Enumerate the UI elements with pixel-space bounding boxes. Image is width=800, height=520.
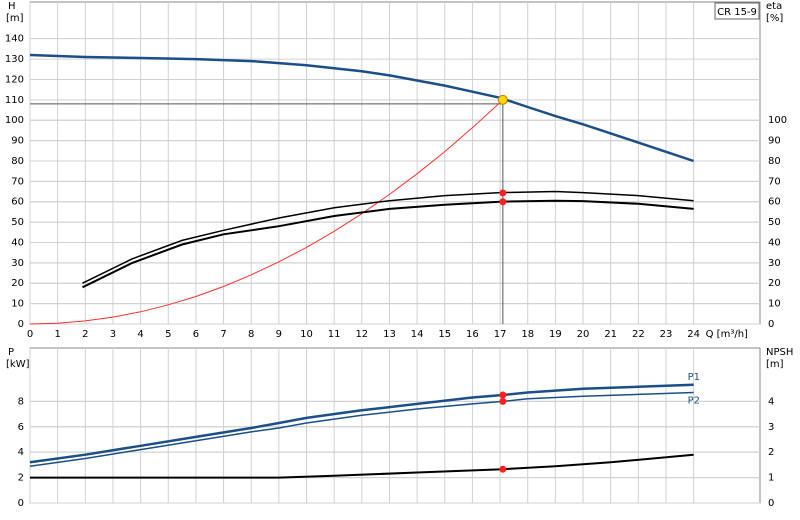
y-tick-label: 110 xyxy=(5,95,24,106)
y-tick-label: 120 xyxy=(5,74,24,85)
x-tick-label: 20 xyxy=(577,329,590,340)
curve xyxy=(29,391,694,467)
y-axis-label: P xyxy=(8,347,14,358)
y2-tick-label: 30 xyxy=(768,258,781,269)
y2-tick-label: 100 xyxy=(768,115,787,126)
chart-label: CR 15-9 xyxy=(717,7,757,18)
x-tick-label: 1 xyxy=(54,329,60,340)
y-tick-label: 0 xyxy=(18,319,24,330)
y-tick-label: 0 xyxy=(18,498,24,509)
x-tick-label: 11 xyxy=(328,329,341,340)
y2-tick-label: 50 xyxy=(768,217,781,228)
y2-tick-label: 40 xyxy=(768,237,781,248)
y-tick-label: 10 xyxy=(11,299,24,310)
curve xyxy=(29,53,694,163)
x-tick-label: 23 xyxy=(660,329,673,340)
y2-tick-label: 1 xyxy=(768,473,774,484)
plot-area xyxy=(29,1,761,325)
y2-tick-label: 3 xyxy=(768,422,774,433)
y-tick-label: 60 xyxy=(11,197,24,208)
y2-tick-label: 60 xyxy=(768,197,781,208)
y2-axis-unit: [%] xyxy=(766,13,783,24)
y-tick-label: 40 xyxy=(11,237,24,248)
y-tick-label: 30 xyxy=(11,258,24,269)
y-tick-label: 100 xyxy=(5,115,24,126)
y-axis-unit: [m] xyxy=(6,13,24,24)
plot-area xyxy=(29,347,761,504)
series-label: P1 xyxy=(688,372,700,383)
y2-tick-label: 20 xyxy=(768,278,781,289)
y-tick-label: 90 xyxy=(11,136,24,147)
x-tick-label: 8 xyxy=(248,329,254,340)
x-tick-label: 2 xyxy=(82,329,88,340)
x-tick-label: 14 xyxy=(411,329,424,340)
y-axis-label: H xyxy=(8,1,16,12)
x-tick-label: 12 xyxy=(355,329,368,340)
x-tick-label: 3 xyxy=(110,329,116,340)
x-tick-label: 17 xyxy=(494,329,507,340)
y-tick-label: 50 xyxy=(11,217,24,228)
y2-tick-label: 80 xyxy=(768,156,781,167)
y2-tick-label: 0 xyxy=(768,319,774,330)
x-tick-label: 15 xyxy=(438,329,451,340)
x-tick-label: 24 xyxy=(687,329,700,340)
y-tick-label: 4 xyxy=(18,447,24,458)
y-tick-label: 2 xyxy=(18,473,24,484)
y-tick-label: 130 xyxy=(5,54,24,65)
y-tick-label: 8 xyxy=(18,396,24,407)
point xyxy=(499,198,507,206)
x-tick-label: 7 xyxy=(220,329,226,340)
y-tick-label: 80 xyxy=(11,156,24,167)
series-label: P2 xyxy=(688,395,700,406)
x-tick-label: 9 xyxy=(276,329,282,340)
x-tick-label: 0 xyxy=(27,329,33,340)
x-tick-label: 13 xyxy=(383,329,396,340)
label-box xyxy=(714,2,760,20)
y2-tick-label: 70 xyxy=(768,176,781,187)
x-tick-label: 4 xyxy=(137,329,143,340)
x-tick-label: 22 xyxy=(632,329,645,340)
x-tick-label: 10 xyxy=(300,329,313,340)
curve xyxy=(29,383,694,464)
y-tick-label: 6 xyxy=(18,422,24,433)
x-tick-label: 16 xyxy=(466,329,479,340)
y2-tick-label: 2 xyxy=(768,447,774,458)
y2-tick-label: 90 xyxy=(768,136,781,147)
y-tick-label: 70 xyxy=(11,176,24,187)
x-tick-label: 6 xyxy=(193,329,199,340)
x-tick-label: 18 xyxy=(521,329,534,340)
point xyxy=(499,465,507,473)
y2-axis-label: eta xyxy=(766,1,782,12)
point xyxy=(499,189,507,197)
curve xyxy=(30,453,694,479)
curve xyxy=(82,199,694,289)
x-tick-label: 5 xyxy=(165,329,171,340)
point xyxy=(499,397,507,405)
y2-axis-label: NPSH xyxy=(766,347,793,358)
x-tick-label: 19 xyxy=(549,329,562,340)
y2-tick-label: 10 xyxy=(768,299,781,310)
y2-tick-label: 4 xyxy=(768,396,774,407)
x-tick-label: 21 xyxy=(604,329,617,340)
curve xyxy=(82,190,694,284)
point xyxy=(497,94,508,105)
point xyxy=(499,391,507,399)
y2-tick-label: 0 xyxy=(768,498,774,509)
y-tick-label: 20 xyxy=(11,278,24,289)
y-tick-label: 140 xyxy=(5,34,24,45)
x-axis-label: Q [m³/h] xyxy=(706,329,748,340)
curve xyxy=(29,99,504,325)
y2-axis-unit: [m] xyxy=(766,359,784,370)
y-axis-unit: [kW] xyxy=(6,359,30,370)
